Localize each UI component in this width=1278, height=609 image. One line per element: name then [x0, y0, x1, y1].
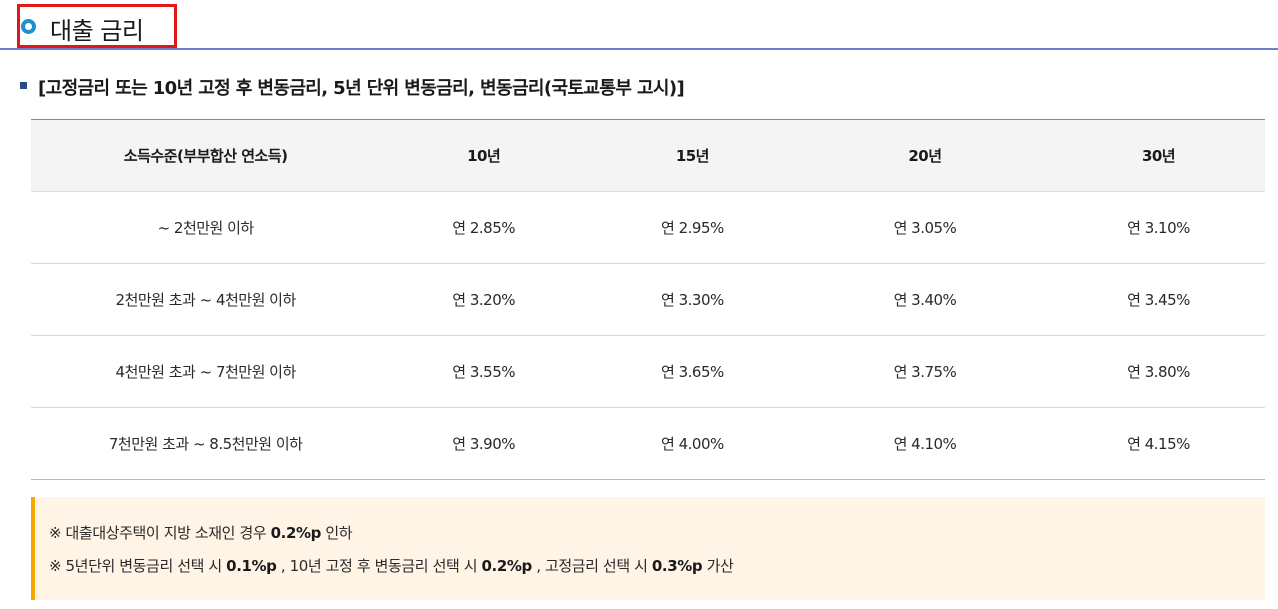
rate-cell: 연 3.75% — [797, 335, 1053, 408]
note-value: 0.3%p — [651, 557, 703, 575]
rate-cell: 연 3.40% — [797, 263, 1053, 336]
column-header-20y: 20년 — [797, 119, 1053, 192]
rate-cell: 연 3.90% — [380, 407, 587, 480]
note-text: ※ 5년단위 변동금리 선택 시 — [49, 557, 227, 575]
table-header-row: 소득수준(부부합산 연소득) 10년 15년 20년 30년 — [31, 119, 1265, 192]
loan-rate-table: 소득수준(부부합산 연소득) 10년 15년 20년 30년 ~ 2천만원 이하… — [31, 119, 1265, 480]
rate-cell: 연 3.30% — [587, 263, 798, 336]
rate-cell: 연 3.05% — [797, 191, 1053, 264]
rate-cell: 연 3.10% — [1052, 191, 1265, 264]
note-text: 가산 — [702, 557, 734, 575]
rate-cell: 연 3.20% — [380, 263, 587, 336]
rate-cell: 연 3.80% — [1052, 335, 1265, 408]
note-value: 0.2%p — [481, 557, 533, 575]
table-row: 7천만원 초과 ~ 8.5천만원 이하 연 3.90% 연 4.00% 연 4.… — [31, 407, 1265, 480]
income-bracket-cell: 2천만원 초과 ~ 4천만원 이하 — [31, 263, 381, 336]
column-header-15y: 15년 — [587, 119, 798, 192]
table-row: 2천만원 초과 ~ 4천만원 이하 연 3.20% 연 3.30% 연 3.40… — [31, 263, 1265, 336]
note-text: , 10년 고정 후 변동금리 선택 시 — [276, 557, 482, 575]
note-value: 0.1%p — [226, 557, 277, 575]
rate-cell: 연 4.15% — [1052, 407, 1265, 480]
column-header-income: 소득수준(부부합산 연소득) — [31, 119, 381, 192]
rate-cell: 연 2.95% — [587, 191, 798, 264]
note-text: , 고정금리 선택 시 — [531, 557, 652, 575]
rate-cell: 연 2.85% — [380, 191, 587, 264]
title-highlight-frame — [17, 4, 177, 48]
square-bullet-icon — [20, 82, 27, 89]
rate-cell: 연 4.00% — [587, 407, 798, 480]
income-bracket-cell: ~ 2천만원 이하 — [31, 191, 381, 264]
table-row: 4천만원 초과 ~ 7천만원 이하 연 3.55% 연 3.65% 연 3.75… — [31, 335, 1265, 408]
rate-cell: 연 3.65% — [587, 335, 798, 408]
notes-box: ※ 대출대상주택이 지방 소재인 경우 0.2%p 인하 ※ 5년단위 변동금리… — [31, 497, 1265, 600]
section-header: 대출 금리 — [0, 0, 1278, 50]
column-header-30y: 30년 — [1052, 119, 1265, 192]
rate-cell: 연 3.55% — [380, 335, 587, 408]
column-header-10y: 10년 — [380, 119, 587, 192]
table-row: ~ 2천만원 이하 연 2.85% 연 2.95% 연 3.05% 연 3.10… — [31, 191, 1265, 264]
note-value: 0.2%p — [270, 524, 322, 542]
income-bracket-cell: 4천만원 초과 ~ 7천만원 이하 — [31, 335, 381, 408]
section-title: 대출 금리 — [50, 17, 144, 45]
rate-cell: 연 4.10% — [797, 407, 1053, 480]
rate-surcharge-note: ※ 5년단위 변동금리 선택 시 0.1%p , 10년 고정 후 변동금리 선… — [49, 555, 734, 576]
circle-bullet-icon — [21, 19, 36, 34]
note-text: ※ 대출대상주택이 지방 소재인 경우 — [49, 524, 271, 542]
regional-discount-note: ※ 대출대상주택이 지방 소재인 경우 0.2%p 인하 — [49, 522, 353, 543]
subheading-text: [고정금리 또는 10년 고정 후 변동금리, 5년 단위 변동금리, 변동금리… — [38, 78, 685, 99]
rate-cell: 연 3.45% — [1052, 263, 1265, 336]
note-text: 인하 — [320, 524, 353, 542]
income-bracket-cell: 7천만원 초과 ~ 8.5천만원 이하 — [31, 407, 381, 480]
